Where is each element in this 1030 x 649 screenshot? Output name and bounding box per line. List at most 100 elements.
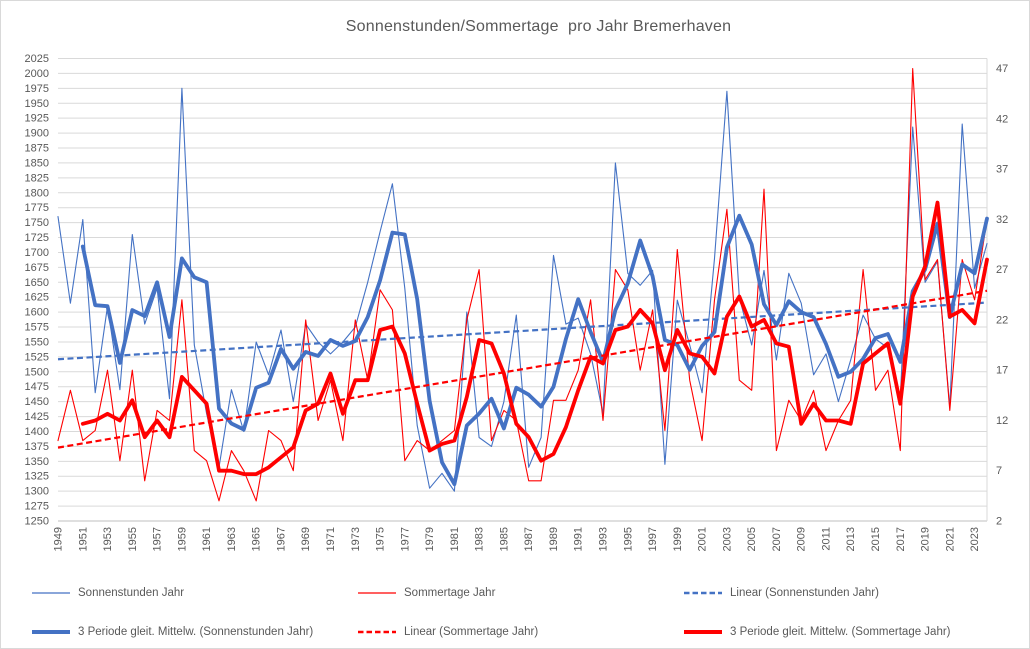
y-axis-left-tick-label: 1675 <box>25 262 49 274</box>
x-axis-tick-label: 2021 <box>944 527 956 551</box>
y-axis-left-tick-label: 2000 <box>25 68 49 80</box>
x-axis-tick-label: 1967 <box>275 527 287 551</box>
legend-label: Linear (Sommertage Jahr) <box>404 626 539 638</box>
legend-item-3-periode-gleit-mittelw-sonnenstunden-jahr: 3 Periode gleit. Mittelw. (Sonnenstunden… <box>31 625 313 639</box>
y-axis-left-tick-label: 1950 <box>25 98 49 110</box>
legend-label: 3 Periode gleit. Mittelw. (Sonnenstunden… <box>78 626 314 638</box>
x-axis-tick-label: 1985 <box>498 527 510 551</box>
series-3-periode-gleit-mittelw-sommertage-jahr-line <box>80 200 989 477</box>
x-axis-tick-label: 1961 <box>201 527 213 551</box>
x-axis-tick-label: 2023 <box>969 527 981 551</box>
y-axis-left-tick-label: 1325 <box>25 471 49 483</box>
x-axis-tick-label: 1987 <box>523 527 535 551</box>
x-axis-tick-label: 2009 <box>796 527 808 551</box>
chart-title: Sonnenstunden/Sommertage pro Jahr Bremer… <box>345 18 732 35</box>
y-axis-left-tick-label: 1550 <box>25 336 49 348</box>
x-axis-tick-label: 1949 <box>53 527 65 551</box>
y-axis-left-tick-label: 1925 <box>25 113 49 125</box>
x-axis-tick-label: 1993 <box>598 527 610 551</box>
series-sommertage-jahr-line <box>57 68 988 502</box>
chart-legend: Sonnenstunden Jahr Sommertage Jahr Linear … <box>1 578 1029 648</box>
x-axis-tick-label: 1983 <box>474 527 486 551</box>
y-axis-right-tick-label: 37 <box>996 164 1008 176</box>
x-axis-tick-label: 1965 <box>251 527 263 551</box>
x-axis-tick-label: 2013 <box>845 527 857 551</box>
x-axis-tick-label: 1971 <box>325 527 337 551</box>
y-axis-left-tick-label: 1500 <box>25 366 49 378</box>
x-axis-tick-label: 1953 <box>102 527 114 551</box>
legend-label: Sonnenstunden Jahr <box>78 587 185 599</box>
x-axis-tick-label: 1957 <box>152 527 164 551</box>
x-axis-tick-label: 2007 <box>771 527 783 551</box>
x-axis-tick-label: 1999 <box>672 527 684 551</box>
x-axis-tick-label: 1991 <box>573 527 585 551</box>
legend-item-linear-sonnenstunden-jahr: Linear (Sonnenstunden Jahr) <box>683 586 879 600</box>
y-axis-left-tick-label: 1375 <box>25 441 49 453</box>
legend-line-sample-icon <box>684 591 722 595</box>
x-axis-tick-label: 1989 <box>548 527 560 551</box>
legend-label: 3 Periode gleit. Mittelw. (Sommertage Ja… <box>730 626 951 638</box>
x-axis-tick-label: 1959 <box>176 527 188 551</box>
x-axis-tick-label: 1963 <box>226 527 238 551</box>
y-axis-left-tick-label: 1850 <box>25 157 49 169</box>
x-axis-tick-label: 1951 <box>77 527 89 551</box>
x-axis-tick-label: 1977 <box>399 527 411 551</box>
y-axis-left-tick-label: 1800 <box>25 187 49 199</box>
plot-area: 2025 2000 1975 1950 1925 1900 1875 1850 1825 1800… <box>25 53 1009 551</box>
legend-item-sonnenstunden-jahr: Sonnenstunden Jahr <box>31 586 184 600</box>
y-axis-left-tick-label: 1600 <box>25 307 49 319</box>
series-3-periode-gleit-mittelw-sonnenstunden-jahr-line <box>80 213 989 487</box>
legend-line-sample-icon <box>358 592 396 594</box>
x-axis-tick-label: 2003 <box>721 527 733 551</box>
y-axis-left-tick-label: 1425 <box>25 411 49 423</box>
x-axis-tick-label: 1979 <box>424 527 436 551</box>
y-axis-right-tick-label: 22 <box>996 314 1008 326</box>
legend-item-3-periode-gleit-mittelw-sommertage-jahr: 3 Periode gleit. Mittelw. (Sommertage Ja… <box>683 625 951 639</box>
y-axis-left-tick-label: 1750 <box>25 217 49 229</box>
y-axis-left-tick-label: 1900 <box>25 128 49 140</box>
x-axis-tick-label: 2001 <box>697 527 709 551</box>
x-axis-tick-label: 2019 <box>920 527 932 551</box>
x-axis-tick-label: 2005 <box>746 527 758 551</box>
x-axis-tick-label: 2015 <box>870 527 882 551</box>
y-axis-right-tick-label: 47 <box>996 63 1008 75</box>
y-axis-left-tick-label: 1525 <box>25 351 49 363</box>
y-axis-left-tick-label: 1350 <box>25 456 49 468</box>
y-axis-left-tick-label: 1775 <box>25 202 49 214</box>
y-axis-right-tick-label: 2 <box>996 516 1002 528</box>
x-axis-tick-label: 1975 <box>375 527 387 551</box>
x-axis-tick-label: 2017 <box>895 527 907 551</box>
series-linear-sommertage-jahr-trendline <box>57 289 988 449</box>
y-axis-right-tick-label: 27 <box>996 264 1008 276</box>
x-axis-tick-label: 1997 <box>647 527 659 551</box>
legend-item-sommertage-jahr: Sommertage Jahr <box>357 586 495 600</box>
y-axis-right-tick-label: 32 <box>996 214 1008 226</box>
y-axis-right-tick-label: 12 <box>996 415 1008 427</box>
x-axis-tick-label: 1981 <box>449 527 461 551</box>
x-axis-tick-label: 1969 <box>300 527 312 551</box>
y-axis-left-tick-label: 1825 <box>25 172 49 184</box>
y-axis-left-tick-label: 1650 <box>25 277 49 289</box>
y-axis-left-tick-label: 1725 <box>25 232 49 244</box>
y-axis-right-tick-label: 17 <box>996 365 1008 377</box>
y-axis-left-tick-label: 1250 <box>25 516 49 528</box>
y-axis-left-tick-label: 1450 <box>25 396 49 408</box>
legend-label: Sommertage Jahr <box>404 587 496 599</box>
y-axis-left-tick-label: 1475 <box>25 381 49 393</box>
y-axis-right-tick-label: 42 <box>996 113 1008 125</box>
legend-line-sample-icon <box>358 630 396 634</box>
x-axis-tick-label: 1973 <box>350 527 362 551</box>
y-axis-right-tick-label: 7 <box>996 465 1002 477</box>
legend-label: Linear (Sonnenstunden Jahr) <box>730 587 879 599</box>
x-axis-tick-label: 2011 <box>820 527 832 551</box>
y-axis-left-tick-label: 1700 <box>25 247 49 259</box>
x-axis-tick-label: 1995 <box>622 527 634 551</box>
y-axis-left-tick-label: 1625 <box>25 292 49 304</box>
y-axis-left-tick-label: 2025 <box>25 53 49 65</box>
legend-item-linear-sommertage-jahr: Linear (Sommertage Jahr) <box>357 625 538 639</box>
y-axis-left-tick-label: 1975 <box>25 83 49 95</box>
legend-line-sample-icon <box>32 630 70 634</box>
x-axis-tick-label: 1955 <box>127 527 139 551</box>
y-axis-left-tick-label: 1400 <box>25 426 49 438</box>
